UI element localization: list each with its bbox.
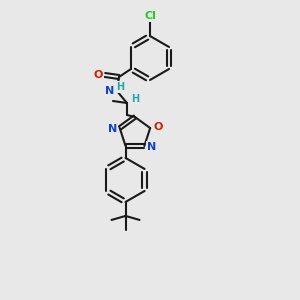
Text: H: H (131, 94, 139, 104)
Text: H: H (116, 82, 124, 92)
Text: N: N (105, 86, 115, 96)
Text: N: N (108, 124, 117, 134)
Text: O: O (154, 122, 163, 132)
Text: O: O (93, 70, 103, 80)
Text: Cl: Cl (144, 11, 156, 21)
Text: N: N (147, 142, 156, 152)
